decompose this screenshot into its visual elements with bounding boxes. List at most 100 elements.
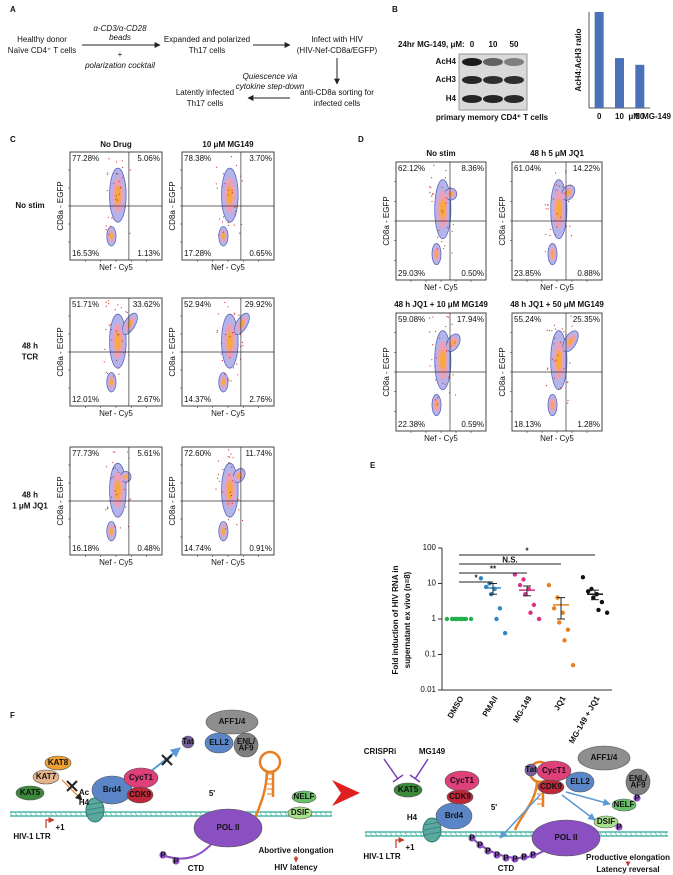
row-header: 1 μM JQ1 — [12, 502, 48, 511]
event-dot — [215, 488, 217, 490]
dna-rung — [149, 811, 153, 817]
data-point — [497, 606, 503, 611]
blot-title: 24hr MG-149, μM: — [398, 40, 465, 49]
data-point — [523, 591, 528, 597]
dna-rung — [444, 831, 448, 837]
protein-label: CycT1 — [450, 776, 475, 785]
event-dot — [106, 173, 108, 176]
blot-band — [462, 58, 482, 66]
outcome-label: Productive elongation — [586, 853, 670, 862]
ltr-label: HIV-1 LTR — [13, 832, 50, 841]
event-dot — [437, 236, 439, 238]
nucleosome-wrap — [423, 831, 441, 836]
quadrant-percent: 1.13% — [137, 249, 160, 258]
event-dot — [546, 368, 549, 370]
event-dot — [112, 375, 114, 377]
rna-end-label: 5' — [491, 803, 497, 812]
dna-rung — [374, 831, 378, 837]
event-dot — [553, 343, 555, 345]
event-dot — [108, 233, 110, 236]
event-dot — [569, 184, 572, 186]
event-dot — [105, 305, 107, 307]
event-dot — [238, 314, 240, 316]
event-dot — [222, 231, 225, 233]
density-contour — [555, 198, 562, 220]
event-dot — [545, 208, 547, 210]
event-dot — [233, 331, 235, 334]
phosphate-label: P — [160, 850, 166, 859]
event-dot — [431, 359, 433, 361]
event-dot — [447, 316, 449, 318]
x-axis-label: μM MG-149 — [628, 112, 671, 121]
protein-label: AF9 — [238, 743, 254, 752]
event-dot — [111, 496, 113, 498]
x-tick-label: JQ1 — [552, 694, 568, 712]
lane-label: 50 — [510, 40, 519, 49]
data-point — [585, 589, 591, 594]
event-dot — [216, 329, 219, 332]
event-dot — [442, 211, 444, 213]
phosphate — [493, 851, 501, 859]
event-dot — [106, 372, 108, 375]
event-dot — [436, 248, 438, 250]
event-dot — [547, 208, 549, 210]
panel-label: A — [10, 5, 16, 14]
row-header: No stim — [15, 201, 44, 210]
density-contour — [434, 401, 439, 409]
event-dot — [112, 476, 114, 478]
dna-rung — [464, 831, 468, 837]
histone-label: H4 — [407, 813, 418, 822]
x-tick-label: MG-149 + JQ1 — [567, 694, 602, 745]
dna-rung — [29, 811, 33, 817]
event-dot — [118, 471, 120, 473]
event-dot — [115, 359, 118, 362]
event-dot — [121, 176, 124, 179]
event-dot — [103, 361, 105, 363]
quadrant-percent: 72.60% — [184, 449, 211, 458]
rna-hairpin — [513, 781, 539, 831]
event-dot — [447, 226, 449, 229]
quadrant-percent: 0.65% — [249, 249, 272, 258]
ltr-label: HIV-1 LTR — [363, 852, 400, 861]
row-header: TCR — [22, 353, 39, 362]
dna-rung — [489, 831, 493, 837]
density-contour — [567, 337, 574, 346]
x-axis-label: Nef - Cy5 — [540, 434, 574, 443]
event-dot — [241, 180, 244, 182]
event-dot — [560, 216, 562, 218]
event-dot — [222, 491, 224, 493]
data-point — [468, 616, 474, 622]
event-dot — [434, 365, 437, 367]
dna-rung — [54, 811, 58, 817]
quadrant-percent: 16.53% — [72, 249, 99, 258]
event-dot — [229, 491, 232, 494]
column-header: No Drug — [100, 140, 132, 149]
event-dot — [118, 373, 120, 375]
y-axis-label: CD8a - EGFP — [56, 327, 65, 376]
quadrant-percent: 5.61% — [137, 449, 160, 458]
protein-label: Brd4 — [103, 785, 122, 794]
phosphate — [172, 857, 180, 865]
event-dot — [555, 234, 557, 236]
event-dot — [447, 376, 449, 378]
quadrant-percent: 14.22% — [573, 164, 600, 173]
dna-rung — [449, 831, 453, 837]
dna-rung — [44, 811, 48, 817]
dna-rung — [529, 831, 533, 837]
event-dot — [554, 328, 557, 330]
quadrant-percent: 51.71% — [72, 300, 99, 309]
quadrant-percent: 0.59% — [461, 420, 484, 429]
event-dot — [105, 225, 107, 227]
y-axis-label: CD8a - EGFP — [168, 181, 177, 230]
y-tick-label: 0.1 — [425, 650, 437, 659]
dna-rung — [494, 831, 498, 837]
quadrant-percent: 55.24% — [514, 315, 541, 324]
event-dot — [433, 164, 435, 166]
step-text: Healthy donor — [17, 35, 67, 44]
x-axis-label: Nef - Cy5 — [211, 409, 245, 418]
event-dot — [451, 252, 453, 254]
event-dot — [561, 186, 563, 188]
event-dot — [445, 169, 447, 172]
event-dot — [129, 232, 131, 234]
event-dot — [227, 194, 229, 196]
